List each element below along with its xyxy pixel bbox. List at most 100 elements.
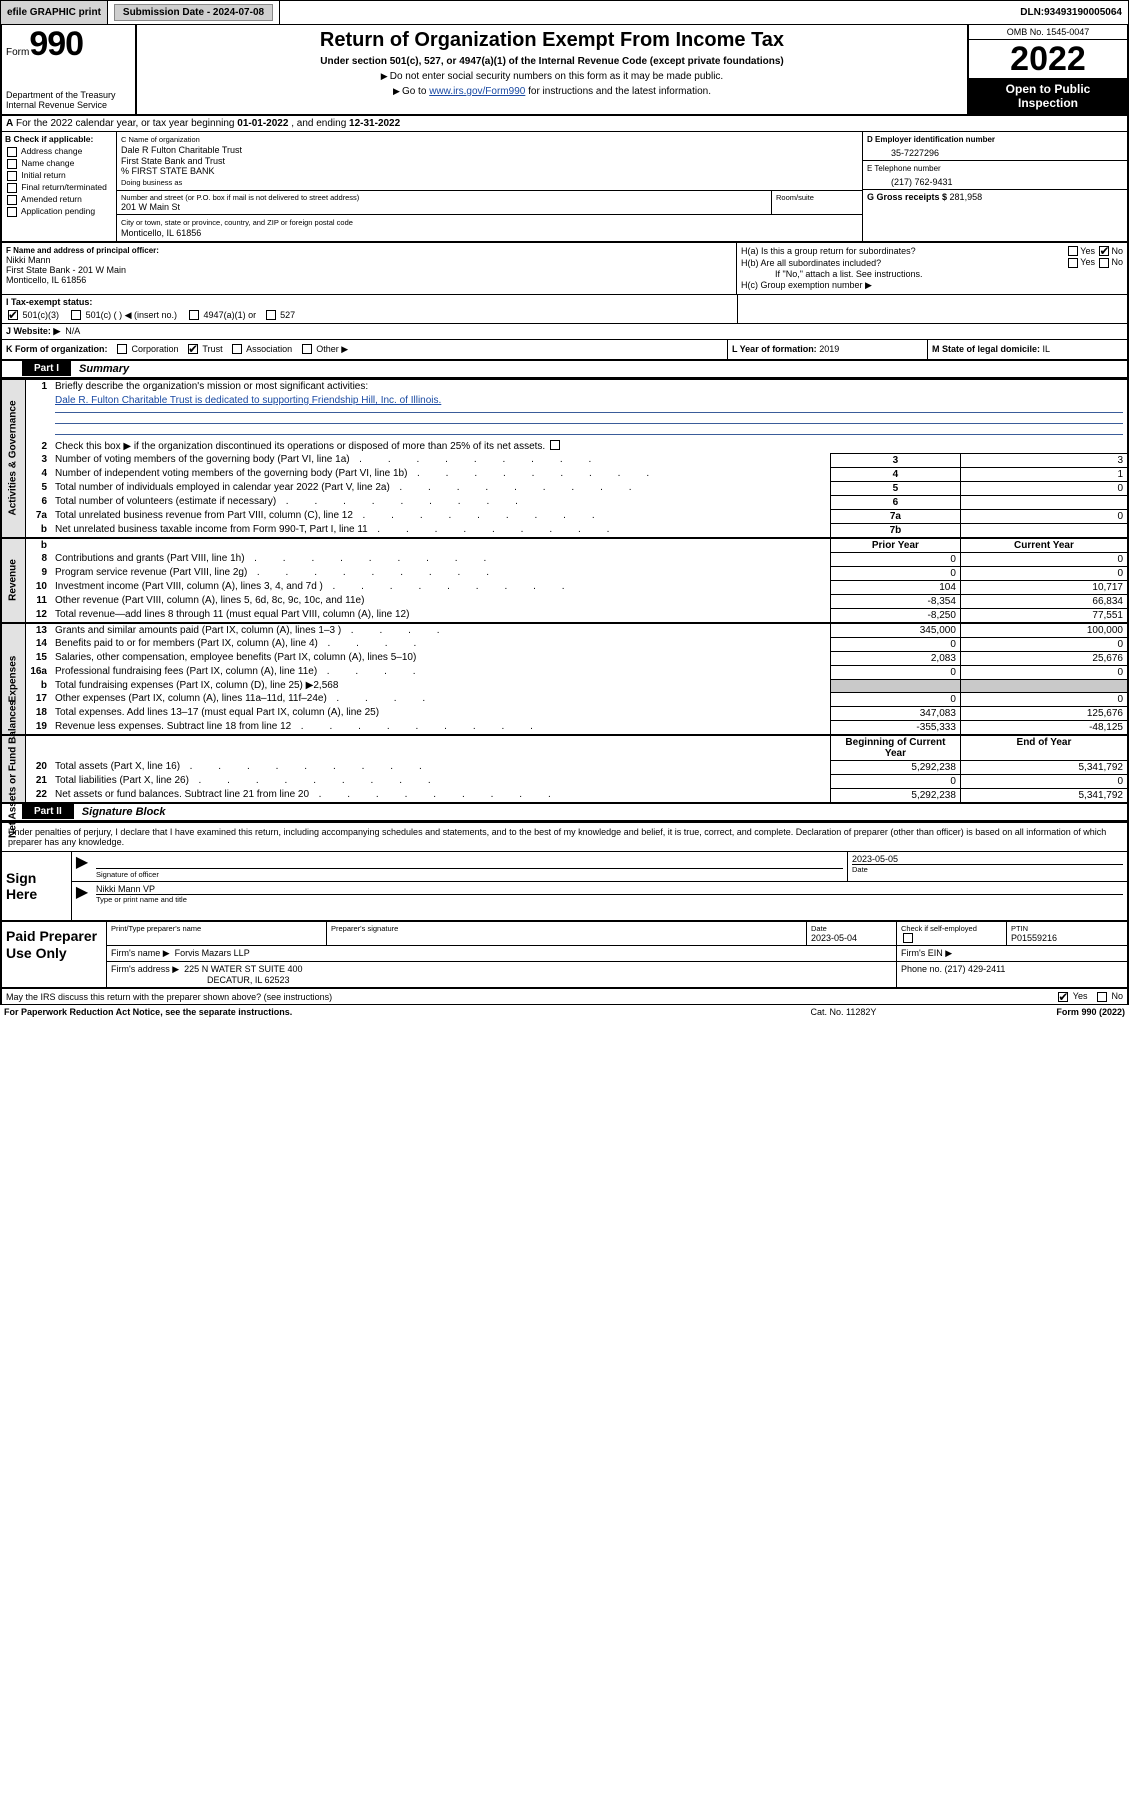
chk-501c[interactable] <box>71 310 81 320</box>
opt-4947: 4947(a)(1) or <box>204 310 257 320</box>
line-14: Benefits paid to or for members (Part IX… <box>51 637 830 651</box>
chk-other[interactable] <box>302 344 312 354</box>
firm-phone-label: Phone no. <box>901 964 945 974</box>
state-domicile: M State of legal domicile: IL <box>927 340 1127 359</box>
org-name-block: C Name of organization Dale R Fulton Cha… <box>117 132 862 191</box>
inspect-line2: Inspection <box>971 96 1125 110</box>
no-label: No <box>1111 991 1123 1001</box>
line-5: Total number of individuals employed in … <box>51 481 830 495</box>
chk-initial-return[interactable]: Initial return <box>5 170 113 181</box>
phone-label: E Telephone number <box>867 164 941 173</box>
addr-label: Number and street (or P.O. box if mail i… <box>121 193 767 202</box>
chk-assoc[interactable] <box>232 344 242 354</box>
opt-initial: Initial return <box>21 170 65 180</box>
line-8: Contributions and grants (Part VIII, lin… <box>51 552 830 566</box>
firm-addr1: 225 N WATER ST SUITE 400 <box>184 964 302 974</box>
val-14p: 0 <box>830 637 960 651</box>
val-22p: 5,292,238 <box>830 788 960 803</box>
summary-table: Activities & Governance 1 Briefly descri… <box>0 380 1129 804</box>
opt-name: Name change <box>21 158 74 168</box>
line-2: Check this box ▶ if the organization dis… <box>55 441 545 452</box>
ptin-label: PTIN <box>1011 924 1123 933</box>
penalties-text: Under penalties of perjury, I declare th… <box>0 823 1129 851</box>
val-9p: 0 <box>830 566 960 580</box>
opt-final: Final return/terminated <box>21 182 107 192</box>
side-netassets: Net Assets or Fund Balances <box>1 735 25 803</box>
prior-year-hdr: Prior Year <box>830 538 960 553</box>
inspect-line1: Open to Public <box>971 82 1125 96</box>
chk-discuss-yes[interactable] <box>1058 992 1068 1002</box>
firm-phone: (217) 429-2411 <box>945 964 1006 974</box>
efile-label: efile GRAPHIC print <box>1 1 108 24</box>
chk-name-change[interactable]: Name change <box>5 158 113 169</box>
chk-501c3[interactable] <box>8 310 18 320</box>
submission-button[interactable]: Submission Date - 2024-07-08 <box>114 4 273 21</box>
sd-value: IL <box>1043 344 1051 354</box>
dept-treasury: Department of the Treasury <box>6 90 131 100</box>
discuss-row: May the IRS discuss this return with the… <box>0 989 1129 1005</box>
chk-hb-no[interactable] <box>1099 258 1109 268</box>
opt-501c: 501(c) ( ) ◀ (insert no.) <box>86 310 177 320</box>
row-i-right <box>737 295 1127 323</box>
chk-ha-no[interactable] <box>1099 246 1109 256</box>
discuss-text: May the IRS discuss this return with the… <box>6 992 332 1002</box>
prep-sig-label: Preparer's signature <box>331 924 802 933</box>
prep-self-label: Check if self-employed <box>901 924 1002 933</box>
col-b-label: B Check if applicable: <box>5 134 93 144</box>
omb-number: OMB No. 1545-0047 <box>969 25 1127 40</box>
ein-value: 35-7227296 <box>891 148 1123 158</box>
val-4: 1 <box>960 467 1128 481</box>
opt-app: Application pending <box>21 206 95 216</box>
year-end: 12-31-2022 <box>349 118 400 129</box>
side-revenue: Revenue <box>1 538 25 623</box>
val-12c: 77,551 <box>960 608 1128 623</box>
l16b-val: 2,568 <box>313 680 338 691</box>
row-i: I Tax-exempt status: 501(c)(3) 501(c) ( … <box>2 295 1127 324</box>
chk-final-return[interactable]: Final return/terminated <box>5 182 113 193</box>
cat-no: Cat. No. 11282Y <box>811 1007 877 1017</box>
chk-trust[interactable] <box>188 344 198 354</box>
paid-label: Paid Preparer Use Only <box>2 922 107 988</box>
line-18: Total expenses. Add lines 13–17 (must eq… <box>51 706 830 720</box>
chk-4947[interactable] <box>189 310 199 320</box>
instructions-link[interactable]: www.irs.gov/Form990 <box>429 86 525 97</box>
form-of-org: K Form of organization: Corporation Trus… <box>2 340 727 359</box>
h-a: H(a) Is this a group return for subordin… <box>741 246 1066 256</box>
val-18p: 347,083 <box>830 706 960 720</box>
val-14c: 0 <box>960 637 1128 651</box>
h-b: H(b) Are all subordinates included? <box>741 258 1066 268</box>
val-13p: 345,000 <box>830 623 960 638</box>
chk-discontinued[interactable] <box>550 440 560 450</box>
chk-corp[interactable] <box>117 344 127 354</box>
goto-prefix: Go to <box>402 86 429 97</box>
line-6: Total number of volunteers (estimate if … <box>51 495 830 509</box>
val-19p: -355,333 <box>830 720 960 735</box>
form-num: 990 <box>29 25 83 64</box>
yf-label: L Year of formation: <box>732 344 819 354</box>
website-label: J Website: ▶ <box>6 326 60 336</box>
prep-date: 2023-05-04 <box>811 933 857 943</box>
val-13c: 100,000 <box>960 623 1128 638</box>
val-9c: 0 <box>960 566 1128 580</box>
paperwork-notice: For Paperwork Reduction Act Notice, see … <box>4 1007 292 1017</box>
paid-row-2: Firm's name ▶ Forvis Mazars LLP Firm's E… <box>107 946 1127 962</box>
begin-year-hdr: Beginning of Current Year <box>830 735 960 761</box>
chk-application[interactable]: Application pending <box>5 206 113 217</box>
chk-amended[interactable]: Amended return <box>5 194 113 205</box>
officer-addr1: First State Bank - 201 W Main <box>6 265 126 275</box>
chk-hb-yes[interactable] <box>1068 258 1078 268</box>
val-19c: -48,125 <box>960 720 1128 735</box>
chk-address-change[interactable]: Address change <box>5 146 113 157</box>
line-22: Net assets or fund balances. Subtract li… <box>51 788 830 803</box>
side-governance: Activities & Governance <box>1 380 25 538</box>
org-name-3: % FIRST STATE BANK <box>121 166 215 176</box>
val-3: 3 <box>960 453 1128 467</box>
submission-label: Submission Date - <box>123 7 213 18</box>
val-18c: 125,676 <box>960 706 1128 720</box>
chk-527[interactable] <box>266 310 276 320</box>
chk-ha-yes[interactable] <box>1068 246 1078 256</box>
chk-self-employed[interactable] <box>903 933 913 943</box>
sig-date-label: Date <box>852 864 1123 874</box>
chk-discuss-no[interactable] <box>1097 992 1107 1002</box>
line-16b: Total fundraising expenses (Part IX, col… <box>51 679 830 692</box>
